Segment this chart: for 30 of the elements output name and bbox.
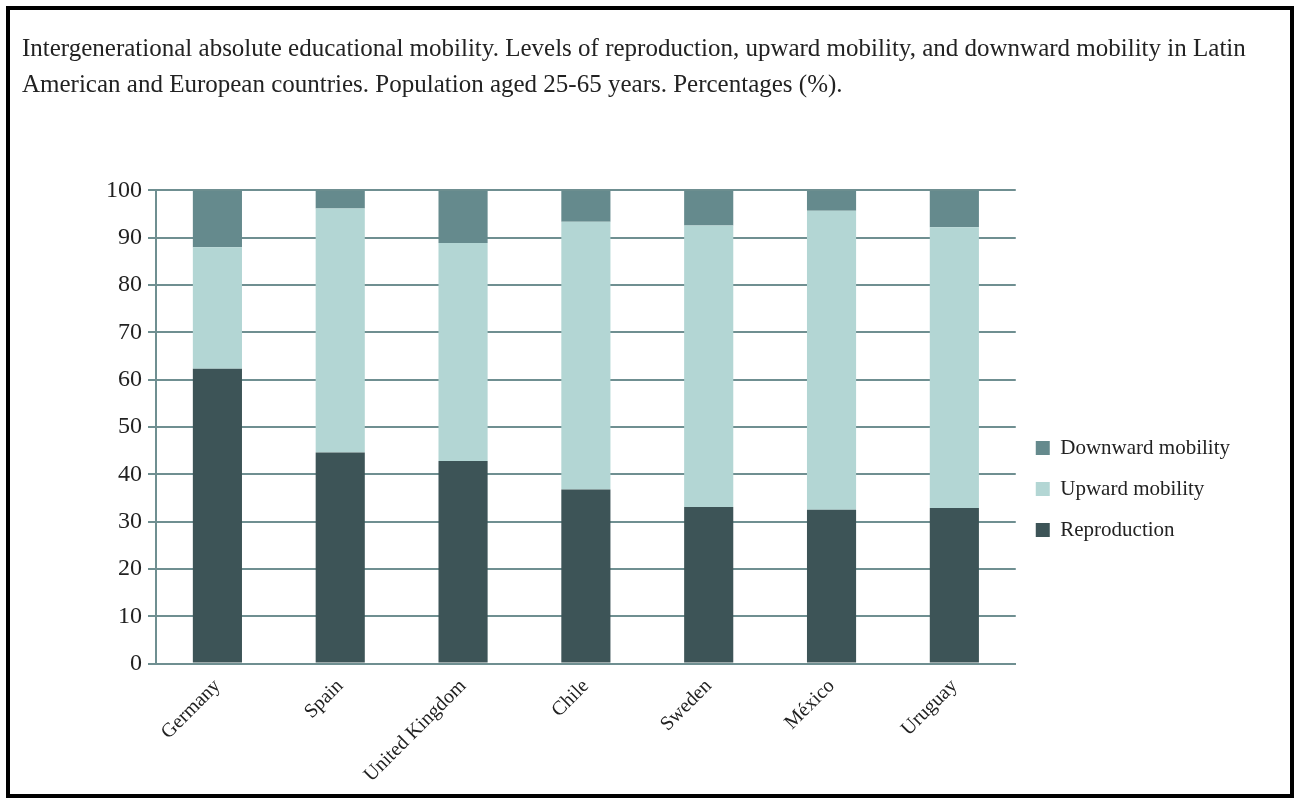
- y-tick-label: 30: [118, 506, 142, 533]
- bar: [192, 247, 242, 369]
- y-tick-label: 60: [118, 364, 142, 391]
- bar: [438, 242, 488, 462]
- bar: [929, 507, 979, 663]
- y-tick-label: 40: [118, 459, 142, 486]
- bar: [806, 509, 857, 663]
- y-tick-label: 0: [130, 648, 142, 675]
- y-tick-label: 50: [118, 412, 142, 439]
- bar: [438, 461, 488, 663]
- legend-label: Downward mobility: [1060, 434, 1231, 459]
- y-tick-label: 100: [106, 175, 142, 202]
- x-tick-label: Chile: [546, 673, 593, 721]
- bar: [561, 221, 611, 490]
- legend-label: Upward mobility: [1060, 475, 1205, 500]
- y-tick-label: 20: [118, 554, 142, 581]
- bar: [684, 225, 734, 507]
- bar: [806, 210, 857, 510]
- bar: [561, 489, 611, 663]
- legend-label: Reproduction: [1060, 516, 1176, 541]
- bar: [315, 208, 365, 453]
- bar: [192, 368, 242, 663]
- bar: [929, 227, 979, 508]
- y-tick-label: 80: [118, 270, 142, 297]
- y-tick-label: 90: [118, 223, 142, 250]
- bar: [315, 452, 365, 663]
- y-tick-label: 70: [118, 317, 142, 344]
- bar: [684, 506, 734, 663]
- chart-title: Intergenerational absolute educational mobility. Levels of reproduction, upward mobility, and downward mobility in Latin American and European countries. Population aged 25-65 years. Percentages (%).: [22, 33, 1247, 99]
- y-tick-label: 10: [118, 601, 142, 628]
